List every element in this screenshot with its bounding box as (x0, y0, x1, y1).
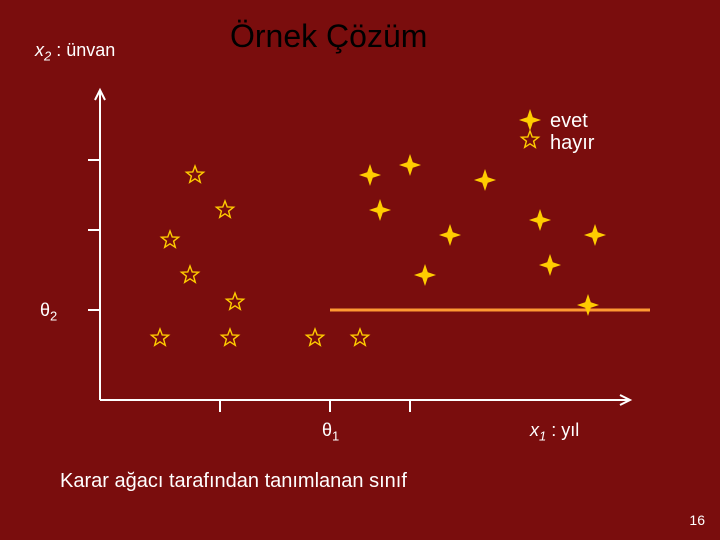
slide-title: Örnek Çözüm (230, 18, 427, 55)
x-axis-label: x1 : yıl (530, 420, 579, 444)
slide: Örnek Çözüm x2 : ünvan evet hayır θ2 θ1 … (0, 0, 720, 540)
page-number: 16 (689, 512, 705, 528)
theta1-label: θ1 (322, 420, 339, 444)
legend-yes: evet (550, 110, 588, 133)
legend-no: hayır (550, 132, 594, 155)
theta2-label: θ2 (40, 300, 57, 324)
y-axis-label: x2 : ünvan (35, 40, 115, 64)
bottom-caption: Karar ağacı tarafından tanımlanan sınıf (60, 470, 407, 493)
